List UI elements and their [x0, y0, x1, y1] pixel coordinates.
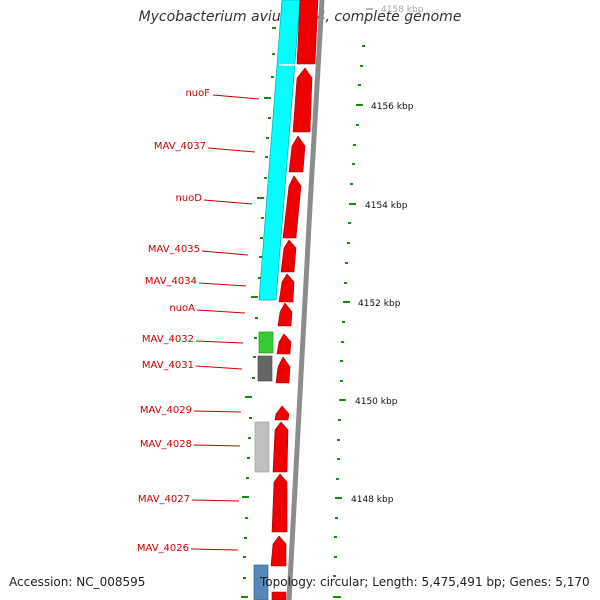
cds-arrow[interactable] [276, 333, 292, 355]
cds-arrow[interactable] [274, 405, 290, 421]
scale-tick-label: 4150 kbp [355, 397, 398, 407]
cds-arrow[interactable] [296, 0, 319, 65]
cyan-track[interactable] [258, 0, 301, 301]
genome-backbone [286, 0, 325, 600]
genome-backbone-highlight [284, 0, 319, 600]
gene-label-MAV_4031[interactable]: MAV_4031 [142, 360, 194, 371]
cds-arrow[interactable] [275, 356, 291, 384]
cds-arrow[interactable] [272, 421, 289, 473]
gene-label-MAV_4027[interactable]: MAV_4027 [138, 494, 190, 505]
cds-arrow[interactable] [271, 591, 287, 600]
gene-label-nuoA[interactable]: nuoA [169, 303, 195, 314]
feature-block-light-gray[interactable] [254, 421, 270, 473]
feature-block-green[interactable] [258, 331, 274, 354]
gene-label-MAV_4026[interactable]: MAV_4026 [137, 543, 189, 554]
cds-arrow[interactable] [270, 535, 287, 567]
cds-arrow[interactable] [280, 239, 297, 273]
cds-arrow[interactable] [271, 473, 288, 533]
gene-label-leaders [190, 94, 260, 551]
gene-label-nuoD[interactable]: nuoD [176, 193, 203, 204]
accession-text: Accession: NC_008595 [9, 575, 146, 589]
scale-tick-label: 4152 kbp [358, 299, 401, 309]
gene-label-MAV_4035[interactable]: MAV_4035 [148, 244, 200, 255]
cds-arrow[interactable] [288, 135, 306, 173]
gene-label-nuoF[interactable]: nuoF [185, 88, 210, 99]
scale-tick-label: 4156 kbp [371, 102, 414, 112]
gene-label-MAV_4034[interactable]: MAV_4034 [145, 276, 197, 287]
gene-label-MAV_4028[interactable]: MAV_4028 [140, 439, 192, 450]
scale-tick-marks [333, 45, 365, 598]
cds-arrow[interactable] [282, 175, 302, 239]
topology-text: Topology: circular; Length: 5,475,491 bp… [260, 575, 590, 589]
gene-label-MAV_4037[interactable]: MAV_4037 [154, 141, 206, 152]
cds-arrow[interactable] [292, 67, 313, 133]
inner-tick-marks [241, 27, 276, 598]
feature-block-dark-gray[interactable] [257, 355, 273, 382]
feature-block-blue[interactable] [253, 564, 269, 600]
cds-arrow[interactable] [278, 273, 295, 303]
gene-label-MAV_4032[interactable]: MAV_4032 [142, 334, 194, 345]
cds-track[interactable] [270, 0, 319, 600]
scale-tick-label: 4148 kbp [351, 495, 394, 505]
scale-tick-label: 4154 kbp [365, 201, 408, 211]
scale-tick-label: 4158 kbp [381, 5, 424, 15]
cds-arrow[interactable] [277, 302, 293, 327]
gene-label-MAV_4029[interactable]: MAV_4029 [140, 405, 192, 416]
